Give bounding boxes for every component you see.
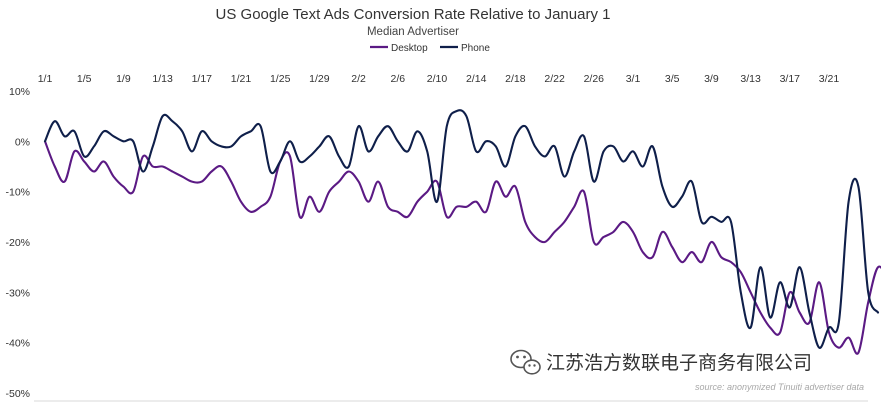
x-tick-label: 3/9 <box>704 73 719 85</box>
watermark: 江苏浩方数联电子商务有限公司 <box>510 349 812 375</box>
x-tick-label: 2/6 <box>390 73 405 85</box>
y-tick-label: 10% <box>9 86 30 98</box>
watermark-text: 江苏浩方数联电子商务有限公司 <box>546 352 812 374</box>
x-tick-label: 1/13 <box>152 73 173 85</box>
legend-label-phone: Phone <box>461 43 490 54</box>
x-tick-label: 2/22 <box>544 73 565 85</box>
y-tick-label: -20% <box>5 237 30 249</box>
x-tick-label: 2/18 <box>505 73 526 85</box>
y-tick-label: -40% <box>5 338 30 350</box>
x-tick-label: 1/29 <box>309 73 330 85</box>
chart-subtitle: Median Advertiser <box>367 26 459 38</box>
x-tick-label: 3/1 <box>626 73 641 85</box>
x-tick-label: 3/17 <box>780 73 801 85</box>
legend-label-desktop: Desktop <box>391 43 428 54</box>
chart-title: US Google Text Ads Conversion Rate Relat… <box>216 6 611 23</box>
series-layer <box>43 109 881 355</box>
x-tick-label: 3/5 <box>665 73 680 85</box>
series-line-desktop <box>43 140 881 355</box>
x-tick-label: 3/13 <box>740 73 761 85</box>
series-line-phone <box>43 109 880 349</box>
y-tick-label: 0% <box>15 136 30 148</box>
x-tick-label: 1/9 <box>116 73 131 85</box>
x-tick-label: 3/21 <box>819 73 840 85</box>
wechat-icon <box>510 349 541 375</box>
x-tick-label: 2/26 <box>584 73 605 85</box>
y-axis-ticks: 10% 0% -10% -20% -30% -40% -50% <box>5 86 30 400</box>
x-tick-label: 2/2 <box>351 73 366 85</box>
x-tick-label: 1/5 <box>77 73 92 85</box>
x-axis-ticks: 1/1 1/5 1/9 1/13 1/17 1/21 1/25 1/29 2/2 2/6 2/10 2… <box>38 73 840 85</box>
x-tick-label: 1/17 <box>192 73 213 85</box>
x-tick-label: 1/25 <box>270 73 291 85</box>
legend: Desktop Phone <box>370 43 490 54</box>
x-tick-label: 1/1 <box>38 73 53 85</box>
x-tick-label: 2/10 <box>427 73 448 85</box>
y-tick-label: -30% <box>5 287 30 299</box>
y-tick-label: -50% <box>5 388 30 400</box>
source-note: source: anonymized Tinuiti advertiser da… <box>695 382 864 392</box>
x-tick-label: 2/14 <box>466 73 487 85</box>
y-tick-label: -10% <box>5 187 30 199</box>
x-tick-label: 1/21 <box>231 73 252 85</box>
